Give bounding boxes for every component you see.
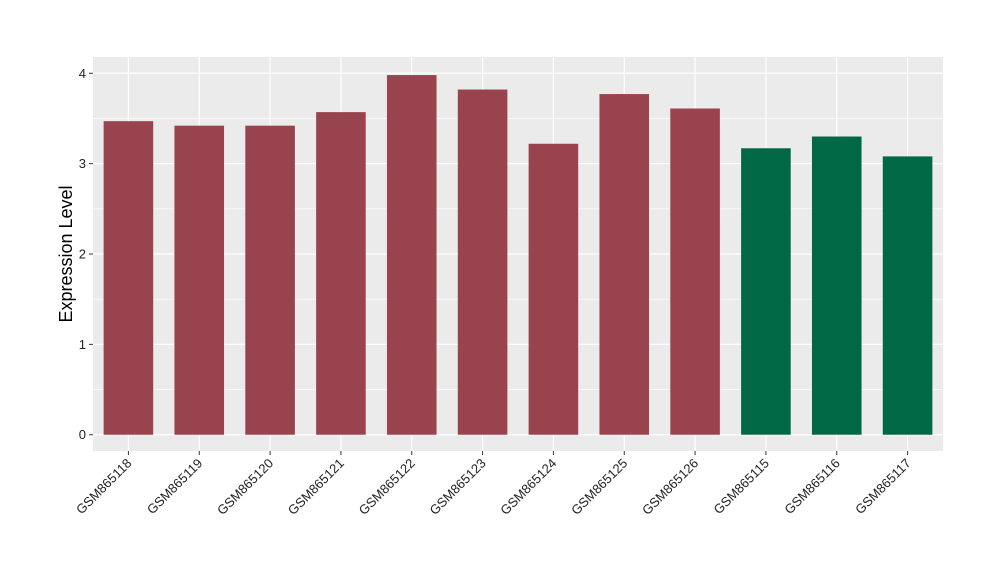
y-tick-label: 4 <box>79 66 86 81</box>
bars <box>103 75 933 435</box>
y-axis: 0 1 2 3 4 <box>79 66 93 442</box>
minor-grid <box>93 118 943 390</box>
bar <box>528 143 579 435</box>
bar <box>670 108 720 435</box>
bar <box>599 94 650 435</box>
x-tick-label: GSM865123 <box>426 456 488 518</box>
x-axis: GSM865118 GSM865119 GSM865120 GSM865121 GSM8… <box>73 451 914 518</box>
x-tick-label: GSM865124 <box>497 456 559 518</box>
x-tick-label: GSM865119 <box>144 456 206 518</box>
x-tick-label: GSM865116 <box>781 456 843 518</box>
x-tick-label: GSM865115 <box>710 456 772 518</box>
x-tick-label: GSM865126 <box>639 456 701 518</box>
x-tick-label: GSM865117 <box>852 456 914 518</box>
x-tick-label: GSM865122 <box>356 456 418 518</box>
y-tick-label: 0 <box>79 427 86 442</box>
x-tick-label: GSM865118 <box>73 456 135 518</box>
y-tick-label: 1 <box>79 337 86 352</box>
x-tick-label: GSM865121 <box>285 456 347 518</box>
bar <box>457 89 508 435</box>
bar <box>386 75 437 435</box>
bar <box>882 156 933 435</box>
x-tick-label: GSM865125 <box>568 456 630 518</box>
bar <box>174 125 225 435</box>
bar <box>811 136 862 435</box>
y-tick-label: 2 <box>79 247 86 262</box>
bar <box>103 121 154 435</box>
y-axis-title: Expression Level <box>56 185 76 322</box>
x-tick-label: GSM865120 <box>214 456 276 518</box>
bar <box>741 148 791 435</box>
bar <box>245 125 295 435</box>
y-tick-label: 3 <box>79 156 86 171</box>
bar <box>316 112 366 435</box>
